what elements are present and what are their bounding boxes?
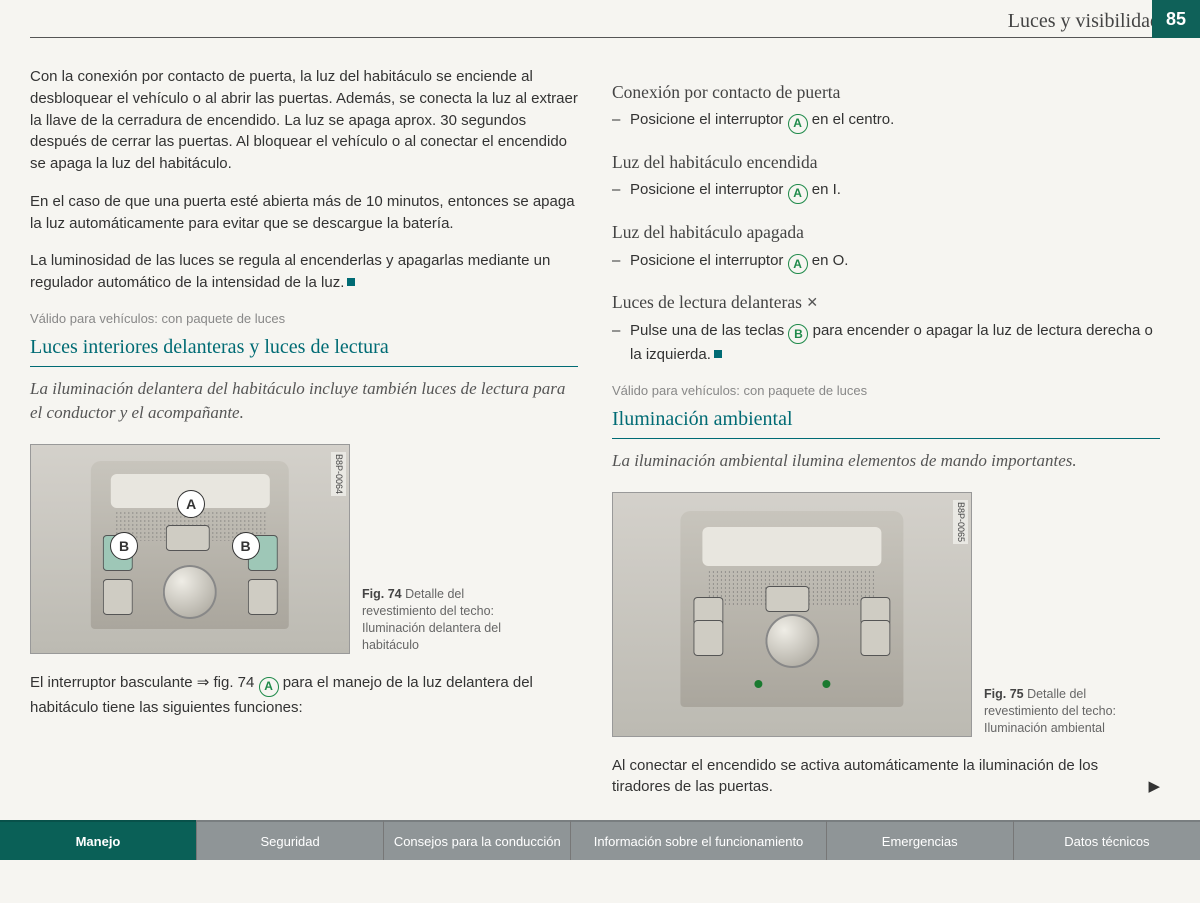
callout-b-left-icon: B <box>110 532 138 560</box>
li-reading-lights: Pulse una de las teclas B para encender … <box>630 320 1160 366</box>
sub-light-on: Luz del habitáculo encendida <box>612 150 1160 175</box>
footer-tabs: Manejo Seguridad Consejos para la conduc… <box>0 820 1200 860</box>
figure-74: B8P-0064 A B B F <box>30 444 578 654</box>
figure-74-caption: Fig. 74 Detalle del revestimiento del te… <box>362 586 512 654</box>
tab-consejos[interactable]: Consejos para la conducción <box>383 820 570 860</box>
li-light-on: Posicione el interruptor A en I. <box>630 179 1160 204</box>
sub-light-off: Luz del habitáculo apagada <box>612 220 1160 245</box>
right-column: Conexión por contacto de puerta Posicion… <box>612 66 1160 814</box>
page-header: Luces y visibilidad 85 <box>30 10 1160 38</box>
ref-a-icon: A <box>259 677 279 697</box>
section-heading-interior-lights: Luces interiores delanteras y luces de l… <box>30 333 578 367</box>
sub-reading-lights: Luces de lectura delanteras ✕ <box>612 290 1160 315</box>
ref-a-icon: A <box>788 254 808 274</box>
figure-75-image: B8P-0065 <box>612 492 972 737</box>
ref-a-icon: A <box>788 184 808 204</box>
figure-75-caption: Fig. 75 Detalle del revestimiento del te… <box>984 686 1134 737</box>
reading-light-icon: ✕ <box>806 296 818 311</box>
li-door-contact: Posicione el interruptor A en el centro. <box>630 109 1160 134</box>
end-square-icon <box>714 350 722 358</box>
continue-icon: ▶ <box>1148 776 1160 798</box>
tab-seguridad[interactable]: Seguridad <box>196 820 383 860</box>
section-desc-ambient: La iluminación ambiental ilumina element… <box>612 449 1160 474</box>
ref-a-icon: A <box>788 114 808 134</box>
tab-datos[interactable]: Datos técnicos <box>1013 820 1200 860</box>
sub-door-contact: Conexión por contacto de puerta <box>612 80 1160 105</box>
tab-manejo[interactable]: Manejo <box>0 820 196 860</box>
para-2: En el caso de que una puerta esté abiert… <box>30 191 578 235</box>
fig-ref-code: B8P-0064 <box>331 452 346 496</box>
li-light-off: Posicione el interruptor A en O. <box>630 250 1160 275</box>
para-1: Con la conexión por contacto de puerta, … <box>30 66 578 175</box>
validity-note-2: Válido para vehículos: con paquete de lu… <box>612 382 1160 401</box>
tab-informacion[interactable]: Información sobre el funcionamiento <box>570 820 825 860</box>
section-title: Luces y visibilidad <box>1008 10 1160 32</box>
figure-75: B8P-0065 Fig. 75 Detalle del rev <box>612 492 1160 737</box>
end-square-icon <box>347 278 355 286</box>
section-desc: La iluminación delantera del habitáculo … <box>30 377 578 426</box>
left-column: Con la conexión por contacto de puerta, … <box>30 66 578 814</box>
para-3: La luminosidad de las luces se regula al… <box>30 250 578 294</box>
para-4: El interruptor basculante ⇒ fig. 74 A pa… <box>30 672 578 718</box>
section-heading-ambient: Iluminación ambiental <box>612 405 1160 439</box>
ref-b-icon: B <box>788 324 808 344</box>
fig-ref-code-2: B8P-0065 <box>953 500 968 544</box>
callout-b-right-icon: B <box>232 532 260 560</box>
page-number: 85 <box>1152 0 1200 38</box>
figure-74-image: B8P-0064 A B B <box>30 444 350 654</box>
para-5: Al conectar el encendido se activa autom… <box>612 755 1160 799</box>
validity-note: Válido para vehículos: con paquete de lu… <box>30 310 578 329</box>
tab-emergencias[interactable]: Emergencias <box>826 820 1013 860</box>
